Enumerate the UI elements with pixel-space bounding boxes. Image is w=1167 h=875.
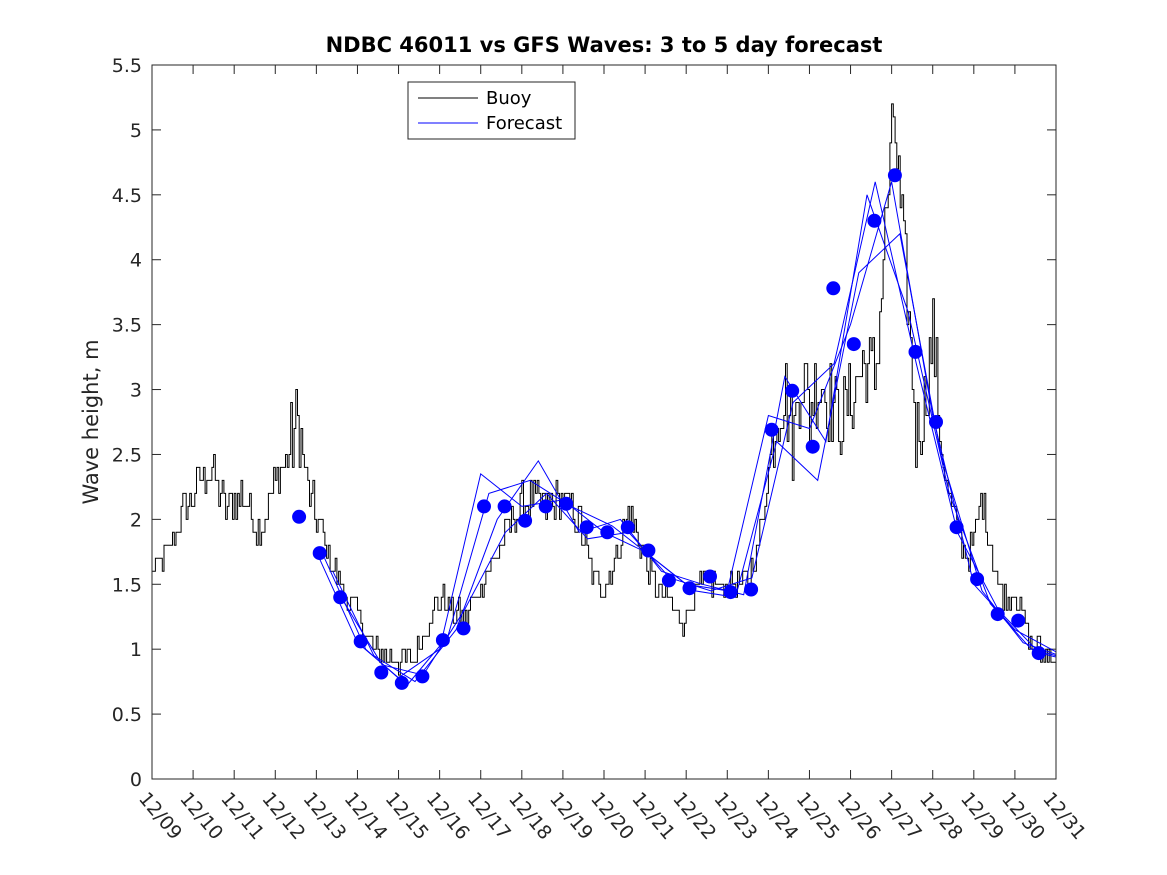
plot-area	[152, 65, 1056, 779]
y-tick-label: 5	[130, 120, 142, 142]
y-tick-label: 4	[130, 250, 142, 272]
forecast-point	[785, 383, 800, 398]
forecast-point	[723, 585, 738, 600]
forecast-point	[1011, 613, 1026, 628]
legend-box	[407, 81, 576, 140]
plot-frame	[151, 64, 1057, 780]
legend-buoy-label: Buoy	[486, 88, 532, 109]
forecast-point	[929, 415, 943, 429]
y-tick-label: 1.5	[112, 574, 142, 596]
forecast-point	[518, 513, 533, 528]
forecast-point	[661, 573, 676, 588]
forecast-point	[312, 546, 327, 561]
forecast-point	[682, 581, 697, 596]
forecast-point	[867, 213, 882, 228]
forecast-point	[456, 621, 471, 636]
forecast-point	[435, 633, 450, 648]
forecast-point	[641, 543, 656, 558]
legend: Buoy Forecast	[407, 81, 576, 140]
forecast-point	[374, 665, 389, 680]
y-tick-label: 4.5	[112, 185, 142, 207]
forecast-point	[353, 634, 368, 649]
y-tick-label: 1	[130, 639, 142, 661]
y-tick-label: 0.5	[112, 704, 142, 726]
chart-title: NDBC 46011 vs GFS Waves: 3 to 5 day fore…	[326, 33, 883, 57]
buoy-series-line	[152, 103, 1056, 676]
y-tick-label: 2	[130, 509, 142, 531]
y-tick-label: 2.5	[112, 444, 142, 466]
forecast-point	[703, 569, 717, 584]
y-axis-label: Wave height, m	[79, 339, 103, 504]
forecast-point	[887, 168, 902, 183]
forecast-point	[1031, 646, 1046, 661]
y-tick-label: 3	[130, 380, 142, 402]
forecast-point	[559, 496, 574, 511]
forecast-point	[949, 520, 964, 535]
forecast-point	[415, 669, 430, 684]
forecast-point	[538, 499, 553, 514]
forecast-point	[826, 281, 841, 296]
forecast-point	[394, 675, 409, 690]
forecast-point	[744, 582, 759, 597]
forecast-series-line	[332, 194, 1056, 683]
forecast-point	[477, 499, 491, 514]
forecast-point	[908, 344, 923, 359]
forecast-point	[990, 607, 1005, 622]
forecast-point	[292, 509, 307, 524]
legend-forecast-label: Forecast	[486, 113, 562, 134]
forecast-point	[333, 590, 348, 605]
forecast-point	[970, 572, 985, 587]
forecast-point	[579, 520, 594, 535]
forecast-point	[846, 337, 861, 352]
forecast-point	[764, 422, 779, 437]
forecast-point	[600, 525, 615, 540]
forecast-point	[620, 520, 635, 535]
y-tick-label: 5.5	[112, 55, 142, 77]
y-tick-label: 0	[130, 769, 142, 791]
forecast-point	[497, 499, 512, 514]
forecast-point	[805, 439, 820, 454]
y-tick-label: 3.5	[112, 315, 142, 337]
